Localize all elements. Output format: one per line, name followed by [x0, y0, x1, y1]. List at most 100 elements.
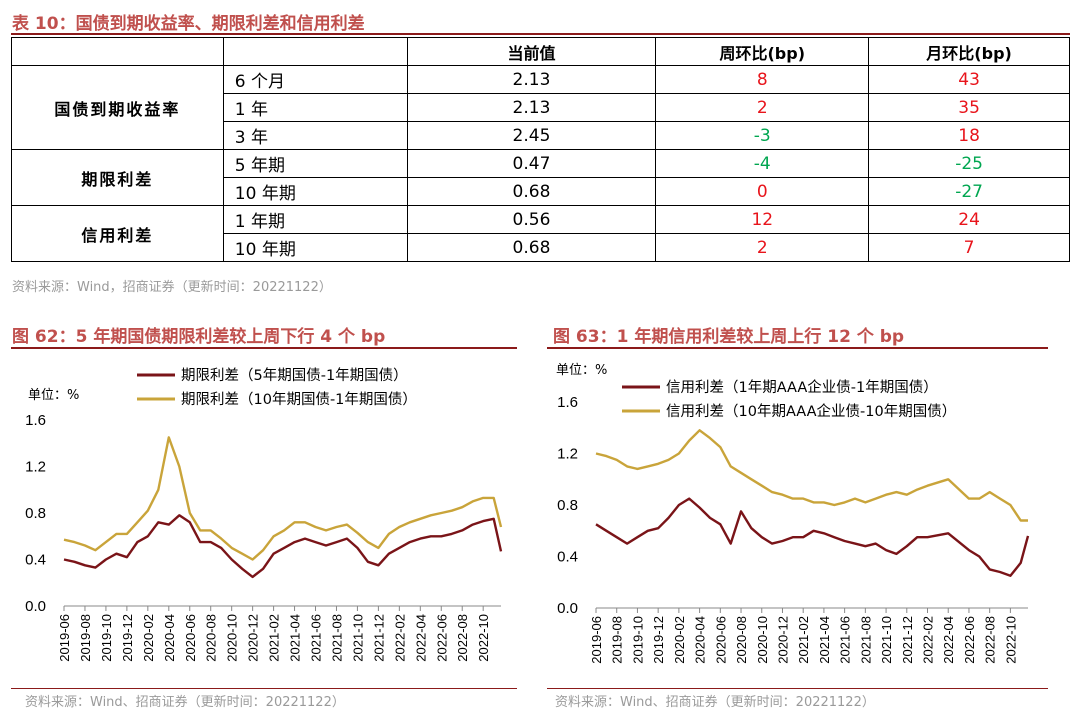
y-tick-label: 0.0	[557, 600, 578, 617]
y-tick-label: 1.2	[557, 446, 578, 463]
table-cell-mom: 24	[868, 205, 1070, 234]
x-tick-label: 2019-10	[630, 616, 645, 664]
fig62-unit-label: 单位：%	[28, 388, 80, 403]
table-group-label: 国债到期收益率	[11, 65, 224, 150]
table-cell-label: 1 年	[222, 93, 408, 122]
x-tick-label: 2019-06	[57, 614, 72, 662]
table-header-cell	[222, 37, 408, 66]
series-line-2	[63, 436, 503, 561]
x-tick-label: 2019-08	[78, 614, 93, 662]
x-tick-label: 2021-10	[879, 616, 894, 664]
table-group-label: 期限利差	[11, 149, 224, 206]
x-tick-label: 2020-04	[693, 616, 708, 664]
table-cell-label: 3 年	[222, 121, 408, 150]
x-tick-label: 2020-06	[713, 616, 728, 664]
table-row: 国债到期收益率 6 个月 2.13 8 43	[11, 65, 1070, 150]
x-tick-label: 2021-02	[796, 616, 811, 664]
x-tick-label: 2019-12	[120, 614, 135, 662]
table-cell-mom: 7	[868, 233, 1070, 262]
fig62-chart: 0.0 0.4 0.8 1.2 1.6 2019-06 2019-08 2019-10 2019…	[25, 367, 503, 662]
series-line-1	[63, 514, 503, 579]
x-tick-label: 2022-04	[941, 616, 956, 664]
x-tick-label: 2021-02	[267, 614, 282, 662]
fig63-title-rule	[547, 347, 1048, 349]
table-cell-label: 10 年期	[222, 233, 408, 262]
x-tick-label: 2022-02	[921, 616, 936, 664]
table-row: 3 年 2.45 -3 18	[12, 121, 1070, 150]
x-tick-label: 2021-04	[288, 614, 303, 662]
table-cell-label: 5 年期	[222, 149, 408, 178]
table-cell-value: 2.13	[406, 93, 657, 122]
x-tick-label: 2022-08	[983, 616, 998, 664]
series-line-2	[595, 429, 1028, 522]
table-cell-mom: -27	[868, 177, 1070, 206]
table-cell-mom: 18	[868, 121, 1070, 150]
series-line-1	[595, 497, 1030, 577]
x-tick-label: 2020-02	[141, 614, 156, 662]
table-cell-label: 6 个月	[222, 65, 408, 94]
x-tick-label: 2020-06	[183, 614, 198, 662]
fig63-source: 资料来源：Wind、招商证券（更新时间：20221122）	[555, 695, 875, 710]
y-tick-label: 1.6	[557, 394, 578, 411]
y-tick-label: 0.8	[25, 505, 46, 522]
x-tick-label: 2021-04	[817, 616, 832, 664]
table-header-cell: 月环比(bp)	[868, 37, 1070, 66]
x-tick-label: 2020-02	[672, 616, 687, 664]
x-tick-label: 2019-10	[99, 614, 114, 662]
x-tick-label: 2020-12	[246, 614, 261, 662]
legend-label-2: 信用利差（10年期AAA企业债-10年期国债）	[666, 402, 956, 420]
x-tick-label: 2021-06	[838, 616, 853, 664]
y-tick-label: 1.6	[25, 412, 46, 429]
x-tick-label: 2020-12	[775, 616, 790, 664]
table-cell-wow: 8	[655, 65, 870, 94]
x-tick-label: 2022-10	[476, 614, 491, 662]
x-tick-label: 2020-04	[162, 614, 177, 662]
x-tick-label: 2021-06	[309, 614, 324, 662]
legend-label-1: 信用利差（1年期AAA企业债-1年期国债）	[666, 378, 938, 396]
x-tick-label: 2022-10	[1003, 616, 1018, 664]
fig63-chart: 0.0 0.4 0.8 1.2 1.6 2019-06 2019-08 2019-10 2019…	[557, 378, 1030, 664]
x-tick-label: 2022-06	[434, 614, 449, 662]
table-cell-wow: -3	[655, 121, 870, 150]
y-tick-label: 1.2	[25, 459, 46, 476]
table-source: 资料来源：Wind，招商证券（更新时间：20221122）	[12, 280, 332, 295]
fig62-title: 图 62：5 年期国债期限利差较上周下行 4 个 bp	[12, 327, 386, 347]
table-cell-wow: 0	[655, 177, 870, 206]
table-cell-mom: 43	[868, 65, 1070, 94]
x-tick-label: 2022-02	[392, 614, 407, 662]
x-tick-label: 2020-08	[204, 614, 219, 662]
table-row: 10 年期 0.68 2 7	[12, 233, 1070, 262]
table-header-cell	[11, 37, 224, 66]
x-tick-label: 2021-12	[371, 614, 386, 662]
fig63-title: 图 63：1 年期信用利差较上周上行 12 个 bp	[553, 327, 905, 347]
x-tick-label: 2022-08	[455, 614, 470, 662]
table-row: 信用利差 1 年期 0.56 12 24	[11, 205, 1070, 262]
table-header-cell: 周环比(bp)	[655, 37, 870, 66]
table-cell-value: 2.45	[406, 121, 657, 150]
table-cell-wow: -4	[655, 149, 870, 178]
x-tick-label: 2020-10	[755, 616, 770, 664]
y-tick-label: 0.8	[557, 497, 578, 514]
fig63-bottom-rule	[547, 688, 1048, 689]
fig62-source: 资料来源：Wind、招商证券（更新时间：20221122）	[25, 695, 345, 710]
y-tick-label: 0.4	[557, 549, 578, 566]
table-row: 10 年期 0.68 0 -27	[12, 177, 1070, 206]
legend-label-2: 期限利差（10年期国债-1年期国债）	[181, 391, 417, 408]
table-cell-value: 0.68	[406, 177, 657, 206]
table-cell-value: 0.47	[406, 149, 657, 178]
table-cell-wow: 2	[655, 93, 870, 122]
y-tick-label: 0.0	[25, 598, 46, 615]
table-cell-label: 1 年期	[222, 205, 408, 234]
table-row: 期限利差 5 年期 0.47 -4 -25	[11, 149, 1070, 206]
table-title-rule	[11, 33, 1070, 35]
x-tick-label: 2022-04	[413, 614, 428, 662]
table-cell-mom: 35	[868, 93, 1070, 122]
x-tick-label: 2020-08	[734, 616, 749, 664]
table-cell-wow: 2	[655, 233, 870, 262]
x-tick-label: 2019-08	[610, 616, 625, 664]
fig62-bottom-rule	[11, 688, 517, 689]
table-cell-wow: 12	[655, 205, 870, 234]
x-tick-label: 2021-12	[900, 616, 915, 664]
fig62-title-rule	[11, 347, 517, 349]
x-tick-label: 2021-08	[858, 616, 873, 664]
